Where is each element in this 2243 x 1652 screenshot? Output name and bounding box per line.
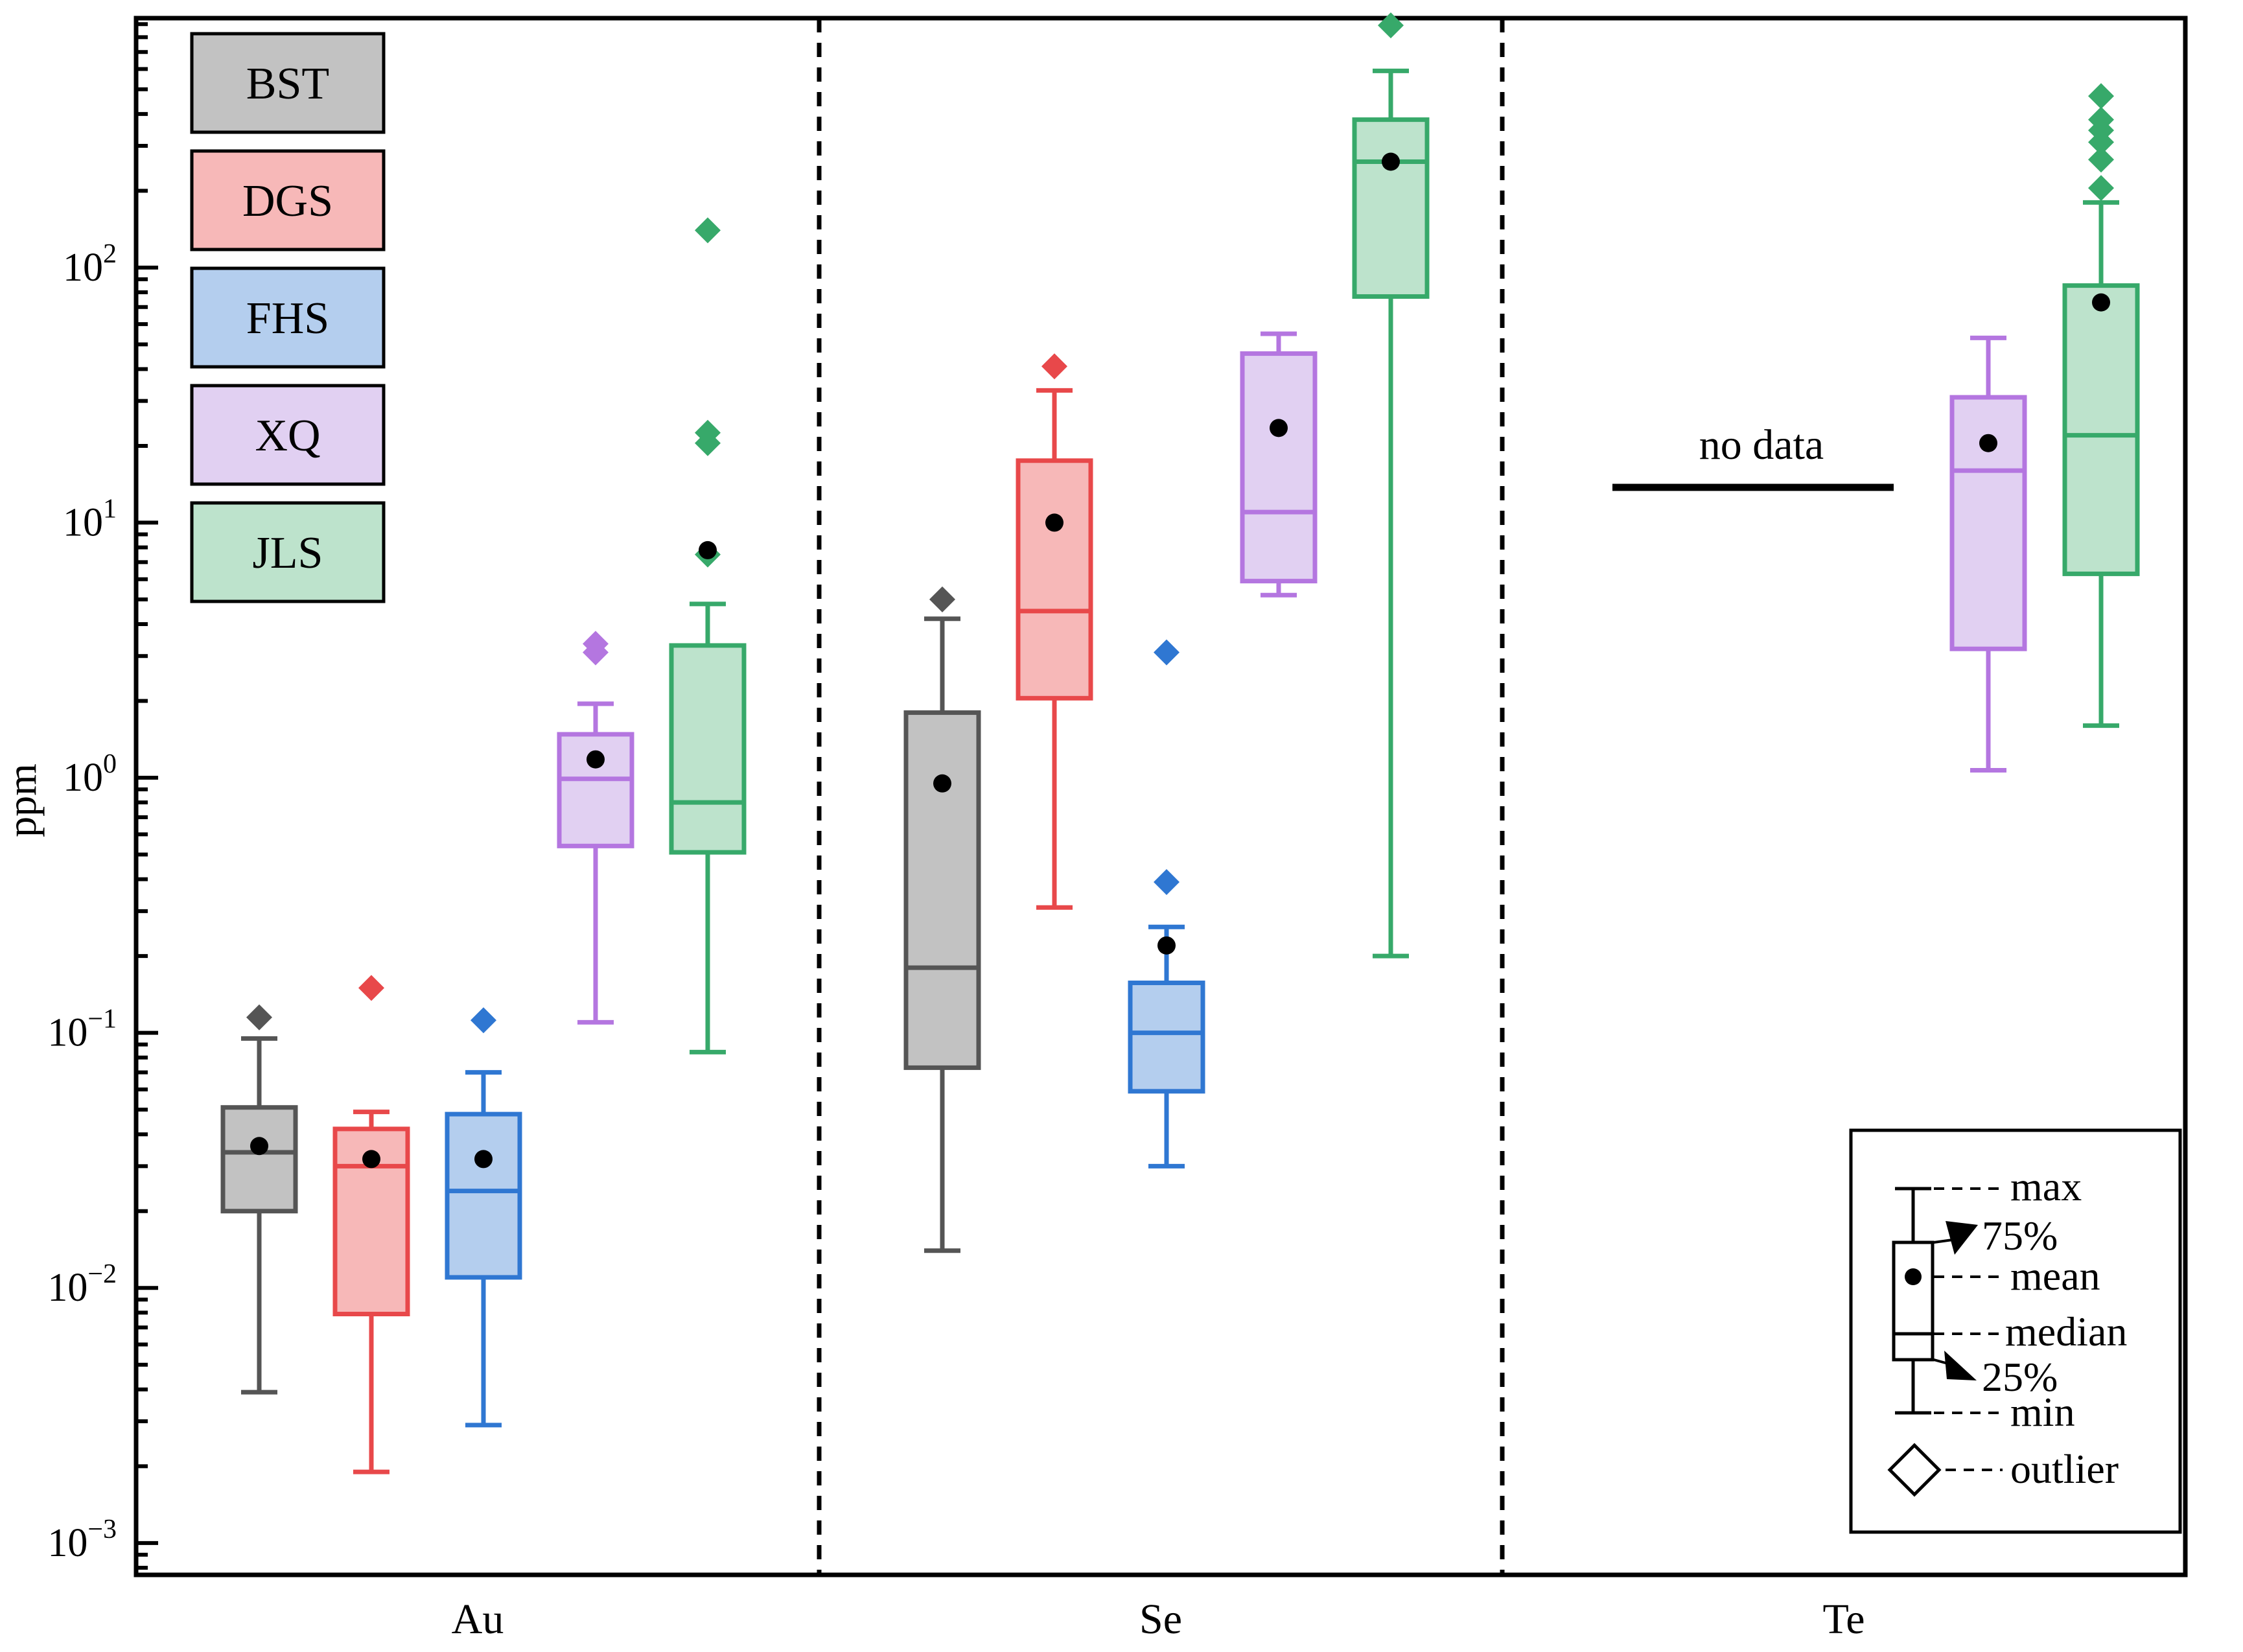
key-label-min: min	[2010, 1389, 2075, 1435]
outlier-point	[2088, 106, 2114, 133]
key-arrow-25-head	[1944, 1351, 1977, 1380]
y-tick-label: 10−1	[47, 1005, 117, 1055]
outlier-point	[471, 1007, 496, 1034]
y-tick-label: 101	[63, 494, 117, 544]
box-iqr	[220, 1105, 298, 1214]
y-tick-label: 10−2	[47, 1259, 117, 1310]
outlier-point	[1154, 639, 1180, 666]
mean-point	[474, 1150, 493, 1169]
legend-swatch	[190, 32, 386, 134]
mean-point	[362, 1150, 380, 1169]
outlier-point	[929, 586, 955, 612]
mean-point	[1157, 936, 1176, 955]
key-label-mean: mean	[2010, 1253, 2100, 1299]
outlier-point	[1378, 12, 1404, 39]
x-group-label: Se	[1139, 1596, 1182, 1643]
outlier-point	[2088, 175, 2114, 202]
mean-point	[1045, 513, 1063, 532]
key-outlier-diamond	[1887, 1443, 1942, 1497]
legend-swatch	[190, 384, 386, 486]
mean-point	[1382, 152, 1400, 171]
legend-label: BST	[246, 59, 329, 109]
key-arrow-75-head	[1946, 1221, 1978, 1255]
y-axis-label: ppm	[0, 763, 45, 837]
box-iqr	[2062, 283, 2140, 576]
outlier-point	[1041, 353, 1067, 380]
key-label-max: max	[2010, 1163, 2082, 1209]
legend-swatch	[190, 266, 386, 369]
no-data-label: no data	[1699, 421, 1824, 469]
legend-label: DGS	[242, 176, 333, 226]
key-label-25: 25%	[1982, 1354, 2058, 1400]
mean-point	[587, 750, 605, 769]
outlier-point	[358, 975, 384, 1001]
plot-layer: 10−3 10−2 10−1 100 101 102 Au Se Te	[47, 12, 2188, 1643]
box-iqr	[669, 643, 747, 855]
key-label-median: median	[2005, 1309, 2127, 1355]
key-mean	[1905, 1268, 1922, 1285]
legend-swatch	[190, 149, 386, 251]
mean-point	[250, 1137, 268, 1156]
key-label-75: 75%	[1982, 1213, 2058, 1259]
mean-point	[1979, 434, 1997, 452]
outlier-point	[583, 631, 609, 657]
key-label-outlier: outlier	[2010, 1446, 2119, 1492]
box-iqr	[1128, 981, 1205, 1094]
box-iqr	[1016, 458, 1093, 701]
x-group-label: Au	[452, 1596, 504, 1643]
box-iqr	[1240, 351, 1318, 584]
mean-point	[699, 541, 717, 559]
legend-label: XQ	[255, 411, 320, 461]
series-legend: BST DGS FHS XQ JLS	[190, 32, 386, 603]
box-iqr	[1352, 117, 1430, 299]
outlier-point	[2088, 83, 2114, 110]
mean-point	[933, 774, 951, 793]
outlier-point	[695, 419, 721, 446]
legend-label: JLS	[253, 528, 323, 578]
mean-point	[1270, 419, 1288, 437]
legend-swatch	[190, 501, 386, 603]
outlier-point	[246, 1004, 272, 1030]
mean-point	[2092, 293, 2110, 312]
y-tick-label: 100	[63, 749, 117, 800]
outlier-point	[695, 217, 721, 244]
box-iqr	[445, 1111, 522, 1280]
box-iqr	[903, 710, 981, 1070]
plot-frame	[134, 16, 2188, 1577]
outlier-point	[1154, 868, 1180, 895]
key-box	[1892, 1240, 1935, 1362]
y-tick-label: 10−3	[47, 1515, 117, 1565]
y-tick-label: 102	[63, 239, 117, 290]
outlier-point	[2088, 146, 2114, 173]
legend-label: FHS	[246, 294, 329, 343]
x-group-label: Te	[1822, 1596, 1865, 1643]
